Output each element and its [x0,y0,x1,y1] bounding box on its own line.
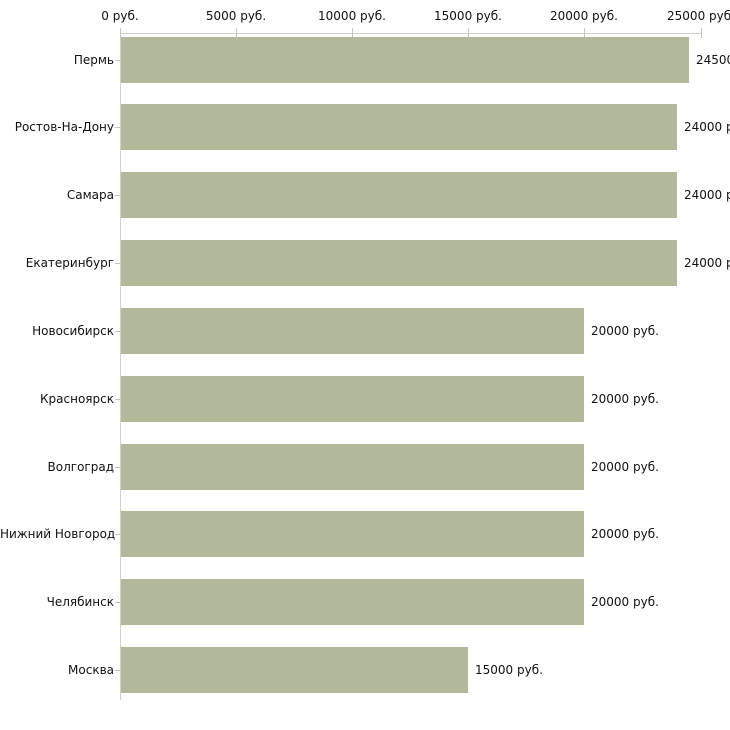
value-label: 20000 руб. [591,595,659,610]
category-label: Пермь [73,52,114,67]
category-label: Екатеринбург [25,256,114,271]
value-label: 20000 руб. [591,527,659,542]
category-tick [115,534,120,535]
value-label: 24500 руб. [696,52,730,67]
category-tick [115,602,120,603]
value-label: 24000 руб. [684,120,730,135]
bar-8 [121,511,584,558]
x-axis-tick-label: 15000 руб. [434,9,502,23]
value-label: 20000 руб. [591,323,659,338]
bar-2 [121,104,677,151]
category-tick [115,60,120,61]
bar-7 [121,443,584,490]
bar-4 [121,240,677,287]
category-label: Самара [66,188,114,203]
category-label: Красноярск [40,391,114,406]
value-label: 20000 руб. [591,391,659,406]
category-label: Волгоград [47,459,114,474]
x-axis-tick [468,28,469,38]
x-axis-tick-label: 0 руб. [101,9,139,23]
x-axis-tick [236,28,237,38]
category-label: Нижний Новгород [0,527,116,542]
category-tick [115,127,120,128]
y-axis-line [120,33,121,700]
x-axis-tick [584,28,585,38]
x-axis-line [120,33,701,34]
x-axis-tick-label: 5000 руб. [205,9,267,23]
bar-1 [121,36,689,83]
value-label: 24000 руб. [684,256,730,271]
category-label: Москва [68,663,114,678]
category-tick [115,331,120,332]
value-label: 15000 руб. [475,663,543,678]
bar-5 [121,307,584,354]
category-label: Новосибирск [32,323,114,338]
bar-9 [121,579,584,626]
x-axis-tick [352,28,353,38]
category-tick [115,399,120,400]
bar-6 [121,375,584,422]
category-label: Челябинск [46,595,114,610]
x-axis-tick-label: 20000 руб. [550,9,618,23]
bar-3 [121,172,677,219]
category-tick [115,263,120,264]
x-axis-tick-label: 25000 руб. [667,9,730,23]
category-tick [115,467,120,468]
category-label: Ростов-На-Дону [14,120,114,135]
category-tick [115,195,120,196]
bar-10 [121,647,468,694]
x-axis-tick [120,28,121,38]
x-axis-tick [701,28,702,38]
category-tick [115,670,120,671]
x-axis-tick-label: 10000 руб. [318,9,386,23]
value-label: 20000 руб. [591,459,659,474]
value-label: 24000 руб. [684,188,730,203]
